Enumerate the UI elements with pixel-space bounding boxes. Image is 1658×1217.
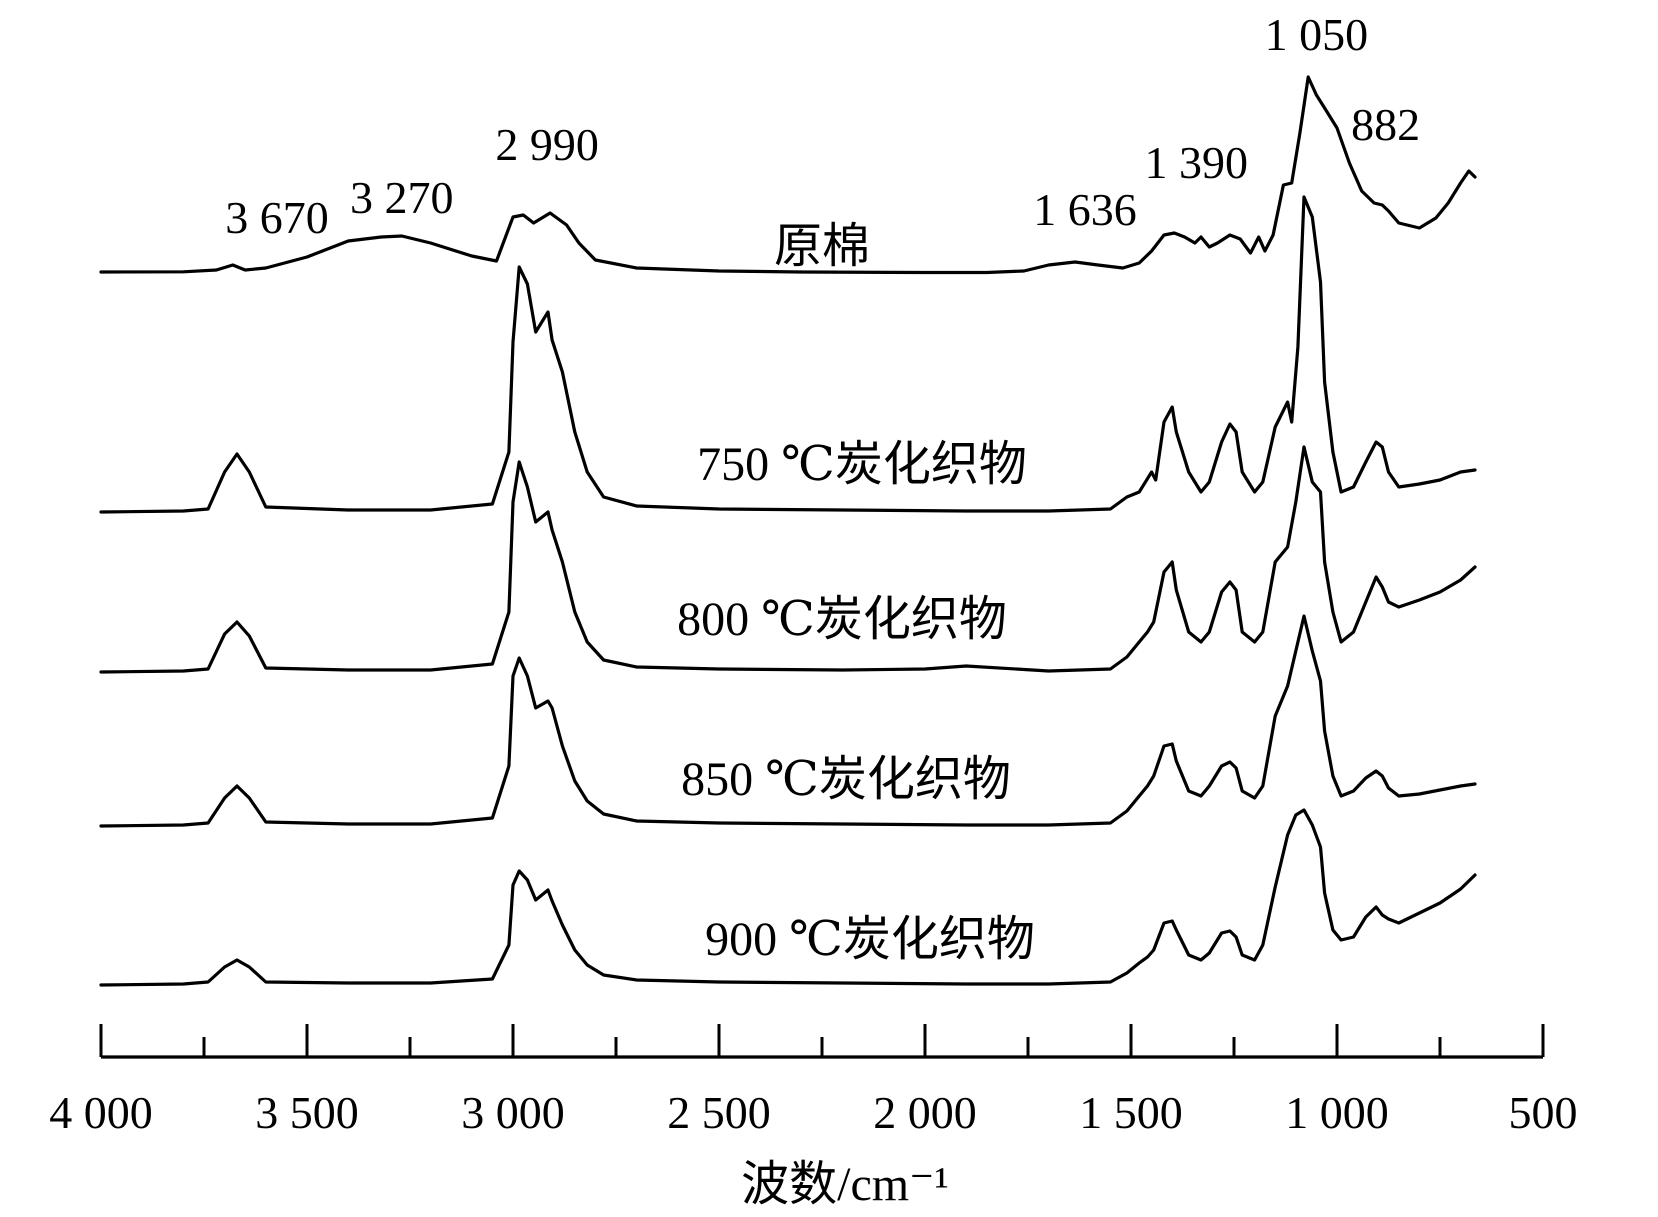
series-labels-group: 原棉 750 ℃炭化织物 800 ℃炭化织物 850 ℃炭化织物 900 ℃炭化织物 — [677, 220, 1035, 966]
peak-label-2: 3 270 — [350, 172, 454, 223]
spectrum-line-4 — [99, 614, 1477, 828]
series-label-3: 800 ℃炭化织物 — [677, 593, 1007, 646]
tick-label-6: 1 500 — [1079, 1087, 1183, 1138]
spectrum-line-5 — [99, 808, 1477, 987]
peak-label-6: 1 050 — [1265, 9, 1369, 60]
peak-label-3: 2 990 — [495, 119, 599, 170]
tick-label-2: 3 500 — [255, 1087, 359, 1138]
spectrum-line-1 — [99, 75, 1477, 275]
peak-label-1: 3 670 — [225, 192, 329, 243]
spectrum-line-2 — [99, 195, 1477, 514]
peak-label-7: 882 — [1351, 99, 1420, 150]
x-axis-tick-labels: 4 000 3 500 3 000 2 500 2 000 1 500 1 000 500 — [49, 1087, 1577, 1138]
series-label-5: 900 ℃炭化织物 — [705, 913, 1035, 966]
spectrum-line-3 — [99, 445, 1477, 674]
series-label-1: 原棉 — [774, 220, 870, 273]
x-axis-ticks — [99, 1024, 1545, 1057]
x-axis-title: 波数/cm⁻¹ — [741, 1158, 949, 1211]
x-axis: 4 000 3 500 3 000 2 500 2 000 1 500 1 000 500 — [49, 1024, 1578, 1138]
peak-label-5: 1 390 — [1145, 137, 1249, 188]
tick-label-4: 2 500 — [667, 1087, 771, 1138]
tick-label-3: 3 000 — [461, 1087, 565, 1138]
peak-label-4: 1 636 — [1033, 184, 1137, 235]
series-label-4: 850 ℃炭化织物 — [681, 753, 1011, 806]
tick-label-8: 500 — [1509, 1087, 1578, 1138]
tick-label-5: 2 000 — [873, 1087, 977, 1138]
tick-label-1: 4 000 — [49, 1087, 153, 1138]
tick-label-7: 1 000 — [1285, 1087, 1389, 1138]
series-label-2: 750 ℃炭化织物 — [697, 438, 1027, 491]
spectra-group — [99, 75, 1477, 987]
